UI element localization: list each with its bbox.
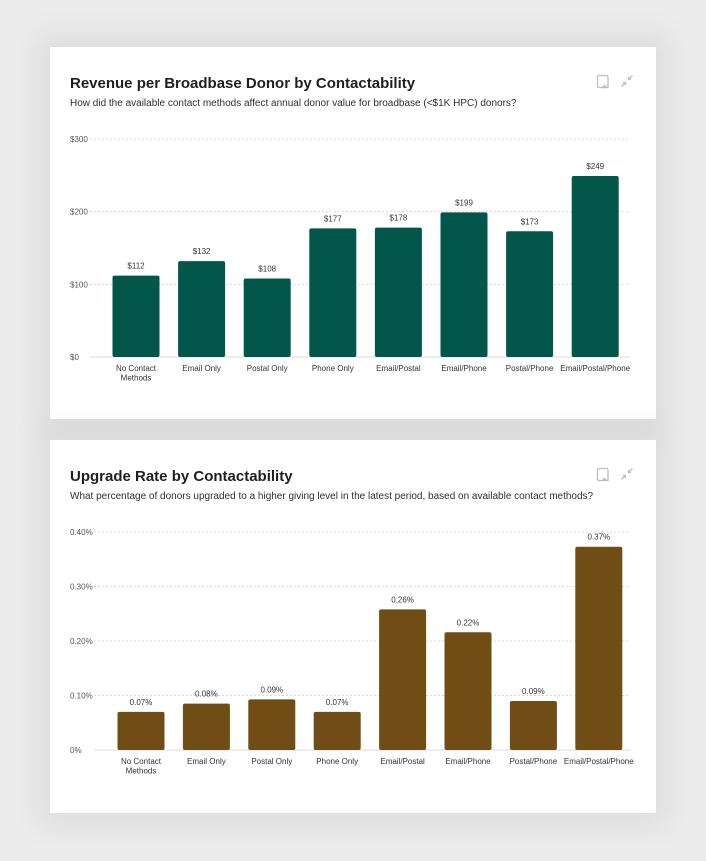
bar[interactable] [440, 212, 488, 357]
x-tick-label: No Contact Methods [121, 757, 162, 776]
y-tick-label: $200 [70, 208, 88, 217]
bar[interactable] [117, 711, 165, 750]
bookmark-add-icon[interactable] [596, 74, 610, 90]
chart-title: Revenue per Broadbase Donor by Contactab… [70, 75, 416, 92]
data-label: 0.37% [587, 533, 610, 542]
x-tick-label: Email/Phone [445, 757, 491, 766]
collapse-icon[interactable] [620, 74, 634, 90]
bar[interactable] [313, 711, 361, 750]
card-actions [596, 74, 634, 90]
data-label: 0.22% [457, 618, 480, 627]
x-tick-label: Postal/Phone [510, 757, 558, 766]
data-label: 0.07% [326, 698, 349, 707]
bar[interactable] [248, 699, 296, 750]
data-label: $249 [586, 162, 604, 171]
bar[interactable] [575, 546, 623, 750]
card-actions [596, 467, 634, 483]
bar[interactable] [571, 176, 619, 357]
x-tick-label: Email Only [182, 364, 221, 373]
revenue-chart-card: Revenue per Broadbase Donor by Contactab… [50, 47, 656, 419]
x-tick-label: Email/Postal/Phone [560, 364, 630, 373]
bar[interactable] [112, 275, 160, 357]
data-label: 0.26% [391, 595, 414, 604]
y-tick-label: $300 [70, 135, 88, 144]
x-tick-label: Postal Only [251, 757, 292, 766]
chart-subtitle: How did the available contact methods af… [70, 98, 517, 109]
y-tick-label: 0.40% [70, 528, 93, 537]
data-label: $108 [258, 265, 276, 274]
x-tick-label: Email/Postal/Phone [564, 757, 634, 766]
data-label: $112 [127, 262, 145, 271]
bar[interactable] [509, 700, 557, 750]
bar[interactable] [444, 632, 492, 750]
bar[interactable] [309, 228, 357, 357]
data-label: 0.09% [260, 685, 283, 694]
x-tick-label: Phone Only [312, 364, 354, 373]
upgrade-rate-bar-chart: 0% 0.10% 0.20% 0.30% 0.40% 0.07% No Contact Met… [70, 528, 634, 776]
bar[interactable] [374, 227, 422, 357]
x-tick-label: Email/Postal [376, 364, 421, 373]
x-tick-label: Email/Phone [441, 364, 487, 373]
x-tick-label: No Contact Methods [116, 364, 157, 383]
y-tick-label: 0.10% [70, 692, 93, 701]
chart-title: Upgrade Rate by Contactability [70, 468, 293, 485]
x-tick-label: Postal/Phone [506, 364, 554, 373]
y-tick-label: $0 [70, 353, 79, 362]
x-tick-label: Email Only [187, 757, 226, 766]
y-tick-label: 0.20% [70, 637, 93, 646]
bookmark-add-icon[interactable] [596, 467, 610, 483]
bar[interactable] [178, 261, 226, 357]
x-tick-label: Postal Only [247, 364, 288, 373]
data-label: $199 [455, 198, 473, 207]
data-label: 0.09% [522, 687, 545, 696]
x-tick-label: Email/Postal [380, 757, 425, 766]
bar[interactable] [379, 609, 427, 750]
data-label: $177 [324, 214, 342, 223]
bar[interactable] [182, 703, 230, 750]
bar[interactable] [506, 231, 554, 357]
revenue-bar-chart: $0 $100 $200 $300 $112 No Contact Methods $132 E… [70, 135, 631, 383]
data-label: $173 [521, 217, 539, 226]
data-label: 0.08% [195, 690, 218, 699]
data-label: 0.07% [130, 698, 153, 707]
collapse-icon[interactable] [620, 467, 634, 483]
y-tick-label: $100 [70, 280, 88, 289]
data-label: $178 [390, 214, 408, 223]
y-tick-label: 0% [70, 746, 82, 755]
upgrade-rate-chart-card: Upgrade Rate by Contactability What perc… [50, 440, 656, 813]
bar[interactable] [243, 278, 291, 357]
x-tick-label: Phone Only [316, 757, 358, 766]
data-label: $132 [193, 247, 211, 256]
chart-subtitle: What percentage of donors upgraded to a … [70, 491, 594, 502]
y-tick-label: 0.30% [70, 583, 93, 592]
